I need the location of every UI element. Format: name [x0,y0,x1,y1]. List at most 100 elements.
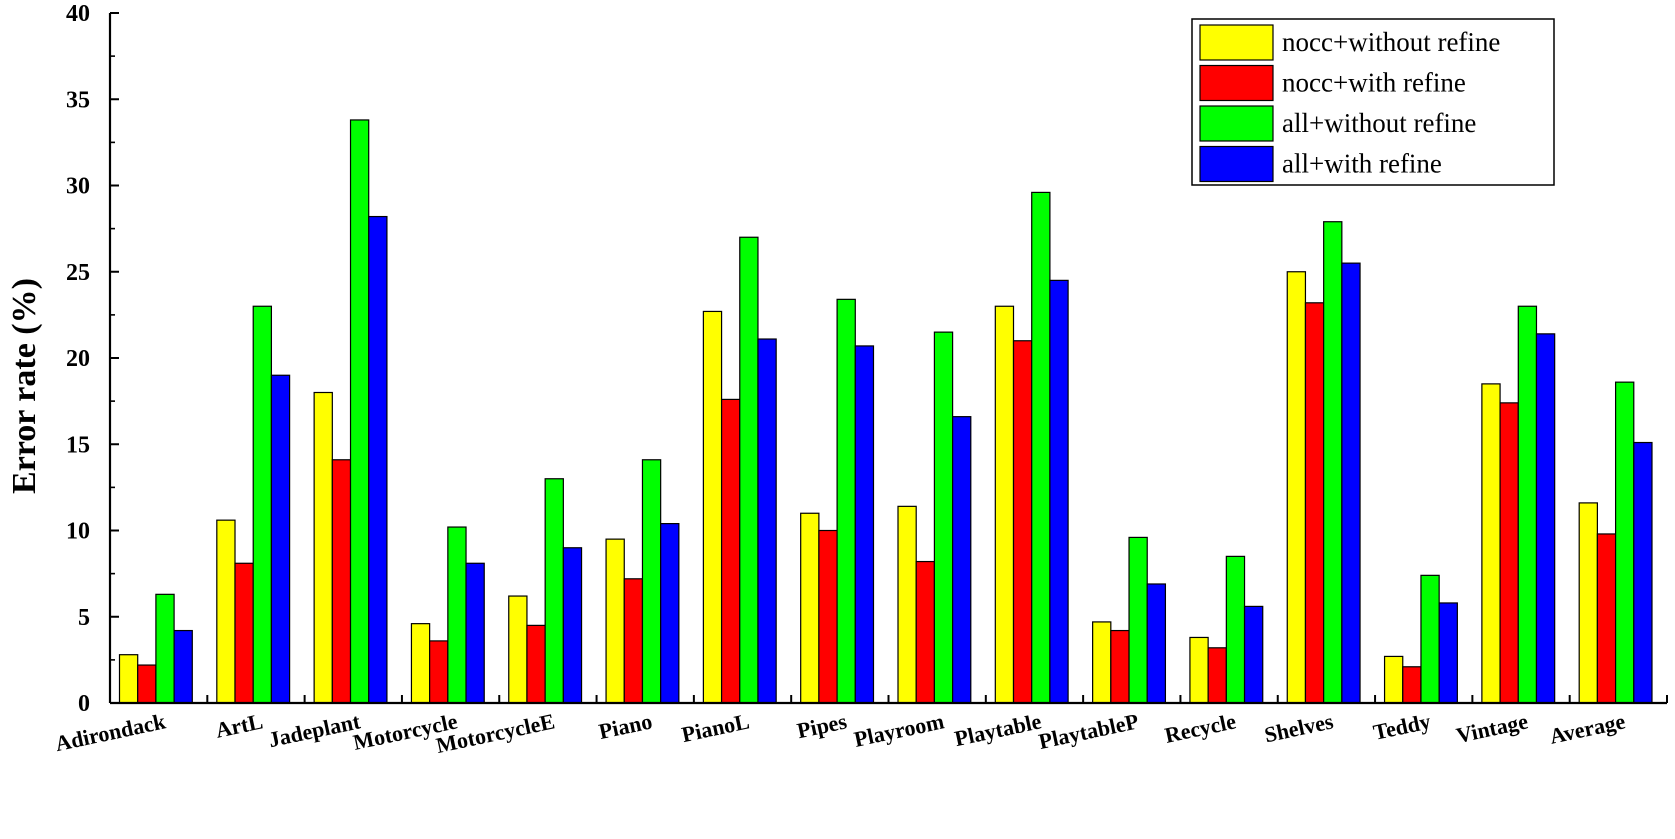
bar-playtable-series-4 [1049,279,1069,704]
y-tick-label: 10 [66,519,90,545]
legend-label: all+with refine [1282,149,1442,179]
y-tick-label: 0 [78,691,90,717]
bar-piano-series-1 [605,538,625,704]
bar-adirondack-series-3 [155,593,175,704]
bar-jadeplant-series-1 [313,391,333,704]
bar-pipes-series-2 [818,529,838,704]
x-tick-label: Teddy [1371,708,1433,744]
bar-teddy-series-3 [1420,574,1440,704]
bar-teddy-series-2 [1402,666,1422,704]
x-tick-label: Shelves [1262,708,1336,747]
bar-shelves-series-4 [1341,262,1361,704]
bar-vintage-series-4 [1535,333,1556,704]
bar-jadeplant-series-3 [349,119,370,704]
bar-playroom-series-1 [897,505,917,704]
legend-swatch [1199,145,1274,183]
x-tick-label: Vintage [1454,708,1530,748]
bar-motorcycle-series-4 [465,562,485,704]
bar-playtablep-series-1 [1092,621,1112,704]
bar-motorcyclee-series-2 [526,624,546,704]
bar-artl-series-4 [270,374,291,704]
bar-average-series-4 [1633,441,1653,704]
legend-swatch [1199,64,1274,102]
bar-adirondack-series-4 [173,629,193,704]
bar-shelves-series-3 [1323,221,1343,704]
y-tick-label: 40 [66,1,90,27]
legend-label: nocc+with refine [1282,68,1466,98]
x-tick-label: Playtable [952,708,1043,751]
x-tick-label: PlaytableP [1036,708,1140,754]
bar-pianol-series-4 [757,338,777,704]
bar-playtablep-series-4 [1146,583,1167,704]
bar-motorcycle-series-1 [410,623,431,704]
bar-adirondack-series-1 [118,654,139,704]
legend-swatch [1199,24,1274,61]
x-tick-label: Playroom [852,708,946,751]
x-tick-label: Piano [596,708,654,744]
bar-motorcyclee-series-4 [562,547,583,704]
bar-playroom-series-2 [915,560,936,704]
bar-average-series-2 [1596,533,1617,704]
y-tick-label: 30 [66,174,90,200]
bars-layer [118,119,1653,704]
bar-vintage-series-1 [1481,383,1501,704]
bar-vintage-series-3 [1517,305,1538,704]
x-tick-label: Pipes [795,708,850,743]
x-tick-label: Average [1547,708,1627,748]
bar-recycle-series-1 [1189,636,1209,704]
bar-average-series-3 [1614,381,1635,704]
bar-recycle-series-2 [1207,647,1227,704]
bar-pipes-series-4 [854,345,875,704]
bar-pianol-series-2 [720,398,741,704]
bar-motorcycle-series-3 [447,526,467,704]
bar-playroom-series-3 [933,331,954,704]
bar-jadeplant-series-2 [331,459,352,704]
bar-shelves-series-1 [1286,271,1307,704]
bar-piano-series-4 [660,522,680,704]
legend-label: nocc+without refine [1282,27,1500,57]
bar-playtable-series-2 [1012,340,1033,704]
bar-motorcyclee-series-1 [508,595,528,704]
bar-playtable-series-1 [994,305,1015,704]
bar-pipes-series-3 [836,298,856,704]
y-tick-label: 20 [66,346,90,372]
bar-artl-series-1 [216,519,236,704]
bar-shelves-series-2 [1304,302,1325,704]
bar-average-series-1 [1578,502,1598,704]
x-tick-label: Recycle [1162,708,1238,747]
x-tick-label: ArtL [213,708,265,742]
bar-playtablep-series-3 [1128,536,1148,704]
bar-vintage-series-2 [1499,402,1519,704]
y-tick-label: 35 [66,87,90,113]
bar-playroom-series-4 [951,416,972,704]
bar-pianol-series-1 [702,310,723,704]
legend-label: all+without refine [1282,108,1476,138]
y-tick-label: 25 [66,260,90,286]
legend: nocc+without refine nocc+with refine all+w… [1191,18,1555,186]
bar-teddy-series-1 [1383,655,1404,704]
x-tick-label: PianoL [679,708,751,747]
bar-piano-series-2 [623,578,644,704]
bar-playtable-series-3 [1031,191,1051,704]
bar-adirondack-series-2 [137,664,157,704]
y-tick-label: 15 [66,432,90,458]
bar-recycle-series-4 [1243,605,1264,704]
y-axis-title: Error rate (%) [6,278,43,494]
bar-piano-series-3 [641,459,662,704]
bar-pianol-series-3 [739,236,759,704]
x-tick-label: Jadeplant [266,708,363,752]
legend-swatch [1199,105,1274,142]
bar-jadeplant-series-4 [368,215,388,704]
bar-pipes-series-1 [800,512,820,704]
bar-teddy-series-4 [1438,602,1458,704]
bar-recycle-series-3 [1225,555,1246,704]
bar-artl-series-2 [234,562,254,704]
bar-motorcycle-series-2 [429,640,449,704]
bar-artl-series-3 [252,305,273,704]
x-tick-label: Adirondack [53,708,169,756]
y-tick-label: 5 [78,605,90,631]
bar-motorcyclee-series-3 [544,478,564,704]
bar-playtablep-series-2 [1110,629,1130,704]
